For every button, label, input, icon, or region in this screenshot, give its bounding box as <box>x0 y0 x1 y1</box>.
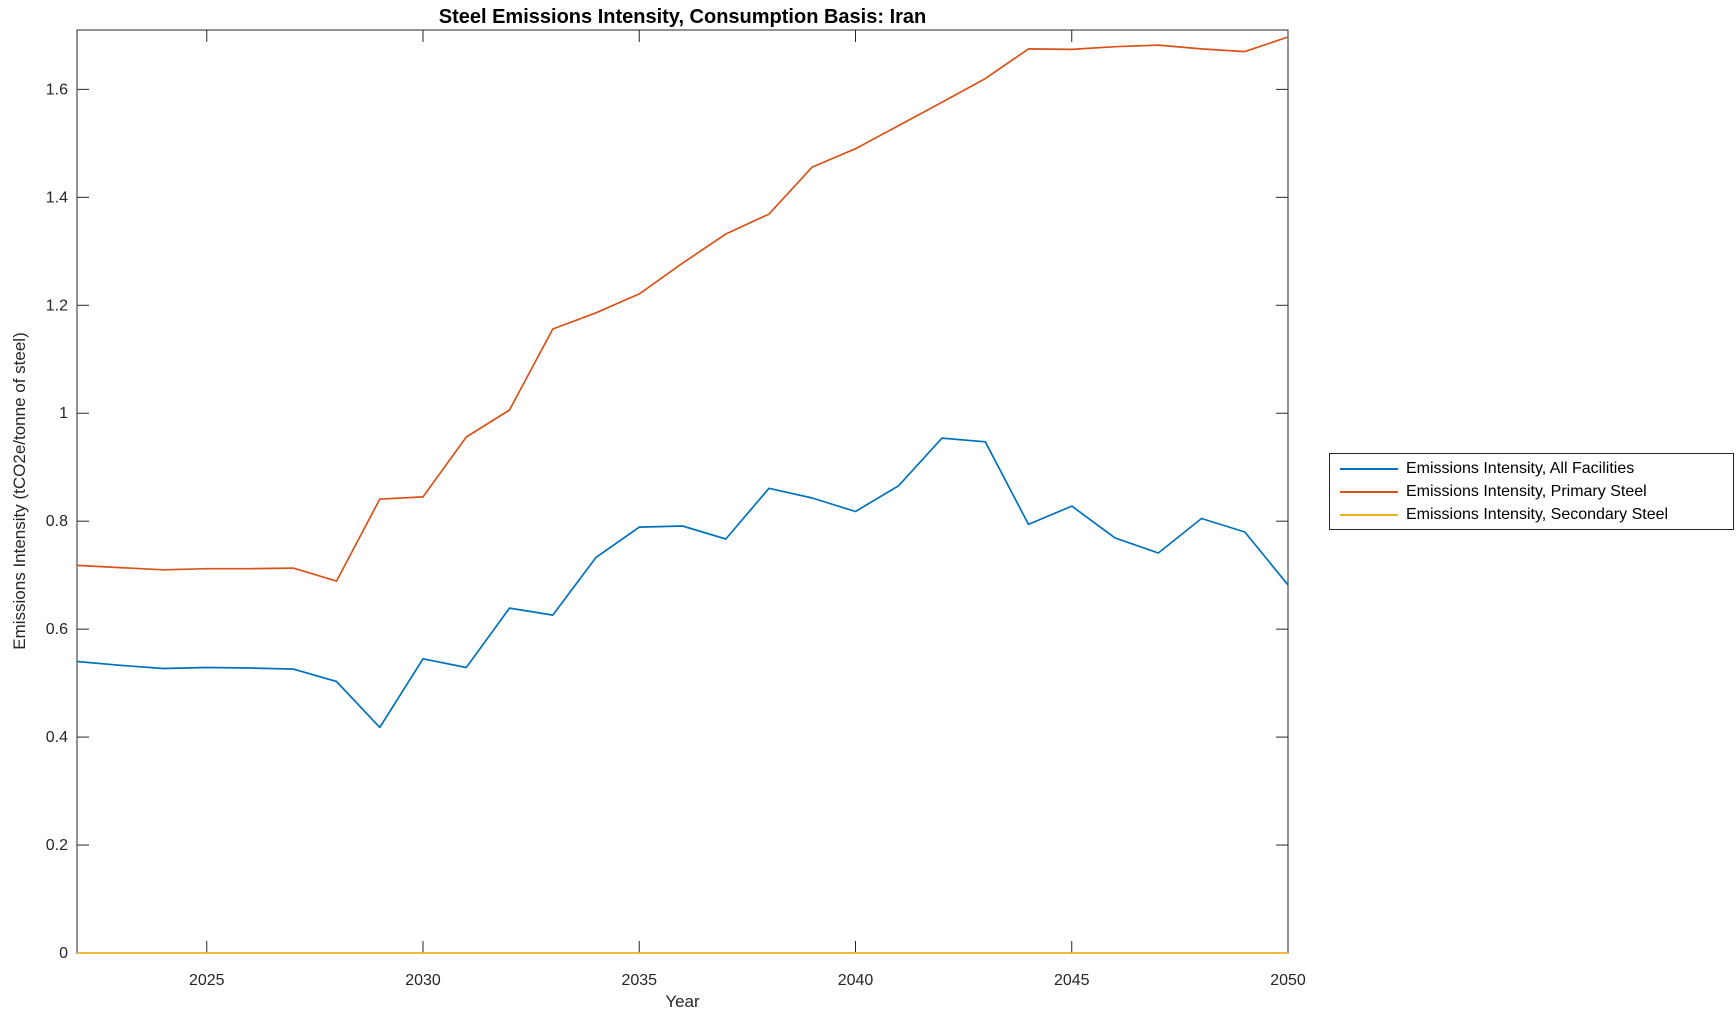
series-line-all-facilities <box>76 437 1289 729</box>
legend-item: Emissions Intensity, Secondary Steel <box>1340 504 1733 526</box>
x-tick-label: 2050 <box>1270 972 1306 989</box>
legend-line-sample-primary-steel <box>1340 490 1398 493</box>
legend-item: Emissions Intensity, All Facilities <box>1340 458 1733 480</box>
y-tick-label: 0 <box>59 945 68 962</box>
x-axis-label: Year <box>665 992 700 1011</box>
legend-item-label: Emissions Intensity, Secondary Steel <box>1406 505 1669 523</box>
legend-item: Emissions Intensity, Primary Steel <box>1340 481 1733 503</box>
legend-line-sample-secondary-steel <box>1340 513 1398 516</box>
y-tick-label: 0.6 <box>46 621 68 638</box>
y-tick-label: 1 <box>59 405 68 422</box>
series-line-primary-steel <box>76 36 1289 582</box>
legend-line-sample-all-facilities <box>1340 467 1398 470</box>
chart-title: Steel Emissions Intensity, Consumption B… <box>438 6 927 28</box>
y-tick-label: 0.2 <box>46 837 68 854</box>
x-tick-label: 2025 <box>189 972 225 989</box>
y-tick-label: 1.2 <box>46 297 68 314</box>
y-tick-label: 0.4 <box>46 729 68 746</box>
axes-box <box>76 29 1289 954</box>
x-tick-label: 2045 <box>1054 972 1090 989</box>
legend-item-label: Emissions Intensity, Primary Steel <box>1406 482 1647 500</box>
x-tick-label: 2040 <box>838 972 874 989</box>
y-tick-label: 0.8 <box>46 513 68 530</box>
y-tick-label: 1.6 <box>46 81 68 98</box>
x-tick-label: 2030 <box>405 972 441 989</box>
x-tick-label: 2035 <box>621 972 657 989</box>
y-tick-label: 1.4 <box>46 189 68 206</box>
legend-item-label: Emissions Intensity, All Facilities <box>1406 459 1635 477</box>
y-axis-label: Emissions Intensity (tCO2e/tonne of stee… <box>10 332 29 650</box>
legend: Emissions Intensity, All Facilities Emis… <box>1329 453 1734 530</box>
